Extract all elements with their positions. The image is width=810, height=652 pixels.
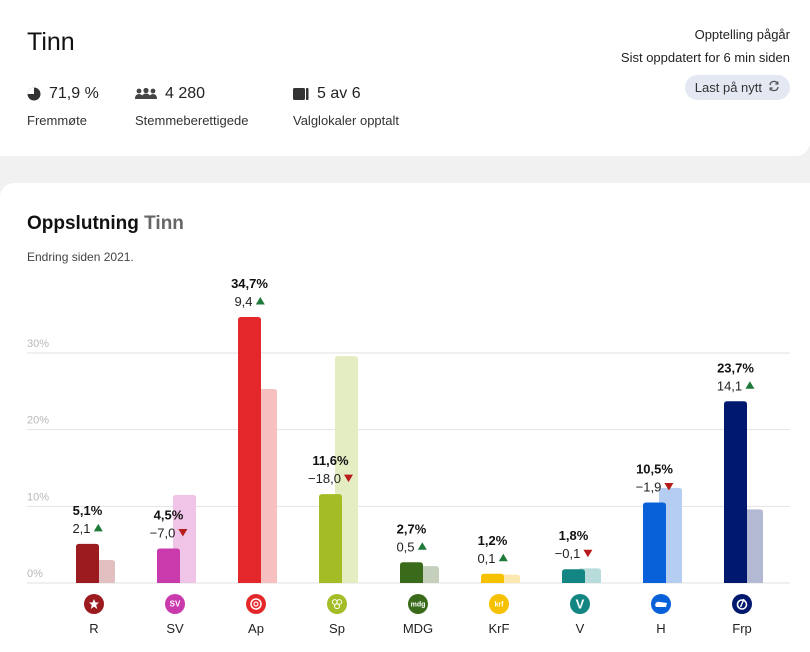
- bar-2025-h: [643, 502, 666, 583]
- arrow-up-icon: [745, 381, 755, 389]
- eligible-voters-value: 4 280: [165, 85, 206, 102]
- polling-stations-label: Valglokaler opptalt: [293, 113, 399, 128]
- reload-label: Last på nytt: [694, 80, 762, 95]
- value-label: 11,6%: [312, 453, 349, 468]
- bar-2025-r: [76, 543, 99, 583]
- change-label: 14,1: [717, 378, 742, 393]
- stat-eligible-voters: 4 280 Stemmeberettigede: [135, 84, 248, 128]
- bar-2025-krf: [481, 573, 504, 583]
- sv-logo-icon: [165, 594, 185, 614]
- bar-2025-frp: [724, 401, 747, 583]
- value-label: 4,5%: [154, 508, 184, 523]
- ballot-box-icon: [293, 87, 309, 101]
- party-label: MDG: [403, 621, 433, 636]
- logo-text: SV: [170, 600, 181, 609]
- frp-glyph: [736, 599, 748, 610]
- party-label: Sp: [329, 621, 345, 636]
- y-tick-label: 0%: [27, 568, 43, 580]
- party-label: V: [576, 621, 585, 636]
- bar-2025-v: [562, 569, 585, 583]
- party-label: KrF: [489, 621, 510, 636]
- arrow-down-icon: [344, 474, 353, 483]
- change-label: 0,1: [477, 551, 495, 566]
- summary-card: [0, 0, 810, 156]
- stat-turnout: 71,9 % Fremmøte: [27, 84, 99, 128]
- y-tick-label: 30%: [27, 338, 49, 350]
- change-label: 9,4: [234, 294, 252, 309]
- h-glyph: [655, 601, 667, 607]
- logo-text: V: [576, 597, 585, 612]
- pie-chart-icon: [27, 87, 41, 101]
- change-label: −18,0: [308, 471, 341, 486]
- turnout-value: 71,9 %: [49, 85, 99, 102]
- rose-glyph: [253, 601, 259, 607]
- reload-button[interactable]: Last på nytt: [684, 75, 790, 100]
- arrow-up-icon: [93, 523, 103, 532]
- bar-2025-sp: [319, 494, 342, 583]
- party-label: SV: [166, 621, 184, 636]
- y-tick-label: 10%: [27, 491, 49, 503]
- page-title: Tinn: [27, 28, 75, 56]
- last-updated-text: Sist oppdatert for 6 min siden: [620, 50, 790, 65]
- value-label: 34,7%: [231, 276, 268, 291]
- change-label: 0,5: [396, 539, 414, 554]
- clover-glyph: [334, 603, 340, 610]
- party-label: Frp: [732, 621, 752, 636]
- people-icon: [135, 87, 157, 101]
- stat-polling-stations: 5 av 6 Valglokaler opptalt: [293, 84, 399, 128]
- arrow-up-icon: [417, 542, 427, 550]
- count-status: Opptelling pågår Sist oppdatert for 6 mi…: [621, 27, 790, 65]
- value-label: 1,8%: [559, 528, 589, 543]
- frp-glyph: [739, 598, 745, 608]
- v-logo-icon: [570, 594, 590, 614]
- value-label: 1,2%: [478, 533, 508, 548]
- change-label: −0,1: [555, 546, 581, 561]
- party-label: Ap: [248, 621, 264, 636]
- chart-subtitle: Endring siden 2021.: [27, 250, 134, 264]
- rose-glyph: [250, 598, 262, 610]
- value-label: 5,1%: [73, 503, 103, 518]
- bar-2025-ap: [238, 316, 261, 583]
- value-label: 2,7%: [397, 521, 427, 536]
- party-label: R: [89, 621, 98, 636]
- party-label: H: [656, 621, 665, 636]
- change-label: −7,0: [150, 526, 176, 541]
- bar-2025-mdg: [400, 562, 423, 583]
- count-status-text: Opptelling pågår: [694, 27, 790, 42]
- turnout-label: Fremmøte: [27, 113, 87, 128]
- value-label: 10,5%: [636, 462, 673, 477]
- polling-stations-value: 5 av 6: [317, 85, 361, 102]
- rose-logo-icon: [246, 594, 266, 614]
- arrow-up-icon: [255, 296, 265, 305]
- logo-text: mdg: [411, 602, 426, 609]
- bar-2025-sv: [157, 548, 180, 583]
- mdg-logo-icon: [408, 594, 428, 614]
- y-tick-label: 20%: [27, 415, 49, 427]
- section-title-label: Oppslutning: [27, 213, 139, 234]
- change-label: −1,9: [636, 480, 662, 495]
- star-glyph: [89, 599, 99, 609]
- arrow-down-icon: [178, 529, 188, 537]
- section-municipality: Tinn: [144, 213, 184, 234]
- krf-logo-icon: [489, 594, 509, 614]
- logo-text: krf: [495, 602, 505, 609]
- arrow-up-icon: [498, 553, 508, 562]
- refresh-icon: [768, 80, 780, 95]
- arrow-down-icon: [664, 483, 674, 491]
- section-title: Oppslutning Tinn: [27, 213, 184, 235]
- change-label: 2,1: [72, 521, 90, 536]
- arrow-down-icon: [583, 549, 593, 558]
- eligible-voters-label: Stemmeberettigede: [135, 113, 249, 128]
- value-label: 23,7%: [717, 360, 754, 375]
